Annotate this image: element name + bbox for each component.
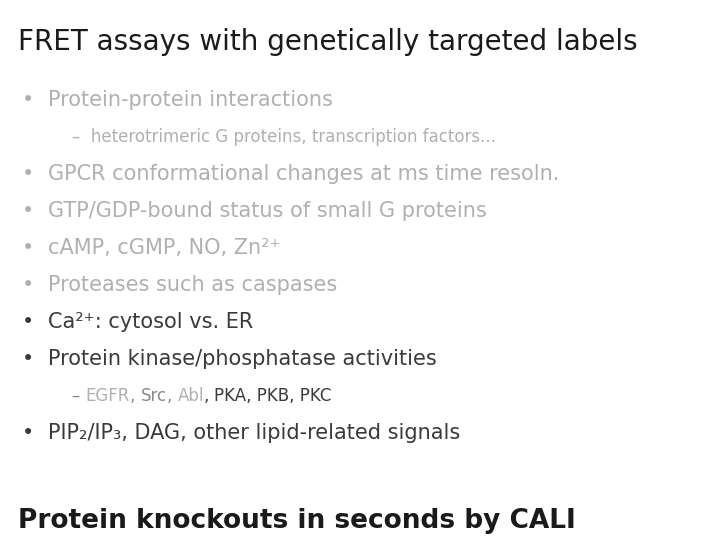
Text: ,: ,	[204, 387, 215, 405]
Text: Src: Src	[140, 387, 167, 405]
Text: –: –	[72, 387, 86, 405]
Text: •: •	[22, 349, 35, 369]
Text: ,: ,	[130, 387, 140, 405]
Text: EGFR: EGFR	[86, 387, 130, 405]
Text: –  heterotrimeric G proteins, transcription factors...: – heterotrimeric G proteins, transcripti…	[72, 128, 496, 146]
Text: Protein knockouts in seconds by CALI: Protein knockouts in seconds by CALI	[18, 508, 576, 534]
Text: Ca²⁺: cytosol vs. ER: Ca²⁺: cytosol vs. ER	[48, 312, 253, 332]
Text: •: •	[22, 164, 35, 184]
Text: PKA, PKB, PKC: PKA, PKB, PKC	[215, 387, 332, 405]
Text: ,: ,	[167, 387, 177, 405]
Text: •: •	[22, 238, 35, 258]
Text: Protein kinase/phosphatase activities: Protein kinase/phosphatase activities	[48, 349, 437, 369]
Text: GTP/GDP-bound status of small G proteins: GTP/GDP-bound status of small G proteins	[48, 201, 487, 221]
Text: Proteases such as caspases: Proteases such as caspases	[48, 275, 337, 295]
Text: FRET assays with genetically targeted labels: FRET assays with genetically targeted la…	[18, 28, 638, 56]
Text: •: •	[22, 90, 35, 110]
Text: GPCR conformational changes at ms time resoln.: GPCR conformational changes at ms time r…	[48, 164, 559, 184]
Text: •: •	[22, 201, 35, 221]
Text: •: •	[22, 423, 35, 443]
Text: Abl: Abl	[177, 387, 204, 405]
Text: •: •	[22, 312, 35, 332]
Text: PIP₂/IP₃, DAG, other lipid-related signals: PIP₂/IP₃, DAG, other lipid-related signa…	[48, 423, 460, 443]
Text: •: •	[22, 275, 35, 295]
Text: Protein-protein interactions: Protein-protein interactions	[48, 90, 333, 110]
Text: cAMP, cGMP, NO, Zn²⁺: cAMP, cGMP, NO, Zn²⁺	[48, 238, 281, 258]
